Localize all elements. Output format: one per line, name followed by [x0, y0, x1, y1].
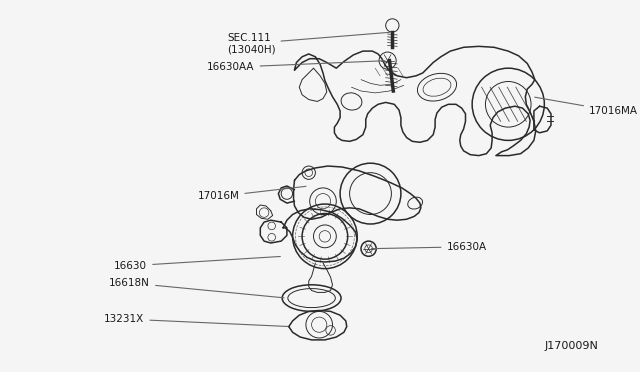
Text: 17016M: 17016M	[198, 186, 306, 202]
Text: J170009N: J170009N	[545, 341, 598, 351]
Text: 13231X: 13231X	[104, 314, 288, 327]
Text: 16630AA: 16630AA	[207, 61, 385, 72]
Text: 16630A: 16630A	[371, 242, 486, 252]
Text: SEC.111
(13040H): SEC.111 (13040H)	[227, 32, 390, 54]
Text: 17016MA: 17016MA	[535, 97, 638, 116]
Text: 16630: 16630	[115, 256, 280, 271]
Text: 16618N: 16618N	[109, 278, 284, 298]
